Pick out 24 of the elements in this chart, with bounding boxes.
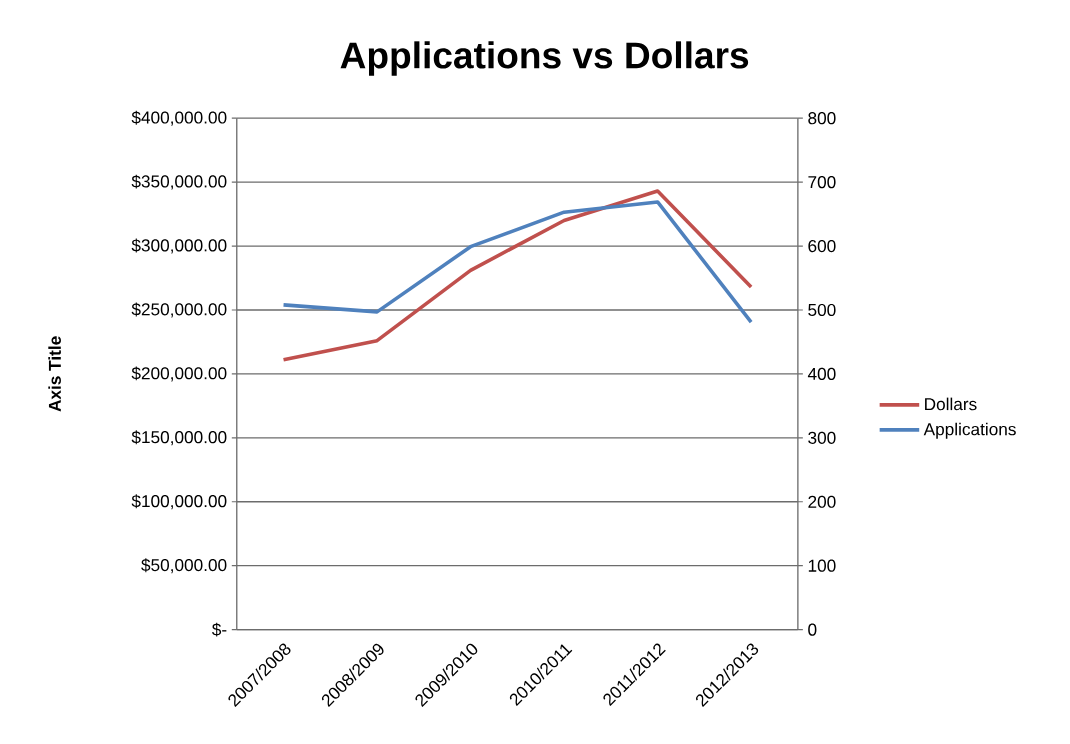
y2-tick-label: 200 xyxy=(808,495,836,508)
legend-label: Applications xyxy=(923,422,1016,439)
y-tick-label: $300,000.00 xyxy=(131,238,227,254)
y-tick-label: $100,000.00 xyxy=(131,494,227,510)
y2-tick-label: 700 xyxy=(808,176,836,189)
y-tick-label: $- xyxy=(212,622,227,637)
y-tick-label: $250,000.00 xyxy=(131,302,227,318)
y2-tick-label: 300 xyxy=(808,431,836,445)
chart-title: Applications vs Dollars xyxy=(340,41,749,76)
y-tick-label: $200,000.00 xyxy=(131,366,227,382)
line-series xyxy=(281,189,753,362)
y-tick-label: $350,000.00 xyxy=(131,174,227,190)
y-axis-title: Axis Title xyxy=(48,336,61,412)
y2-tick-label: 800 xyxy=(808,112,836,125)
y-tick-label: $50,000.00 xyxy=(141,558,227,574)
legend-label: Dollars xyxy=(925,397,977,411)
line-series xyxy=(281,200,753,324)
y2-tick-label: 500 xyxy=(808,303,836,317)
y-tick-label: $150,000.00 xyxy=(131,430,227,446)
y-tick-label: $400,000.00 xyxy=(131,110,227,126)
y2-tick-label: 400 xyxy=(807,367,836,381)
y2-tick-label: 600 xyxy=(808,240,836,253)
y2-tick-label: 0 xyxy=(808,623,817,636)
y2-tick-label: 100 xyxy=(808,559,836,572)
